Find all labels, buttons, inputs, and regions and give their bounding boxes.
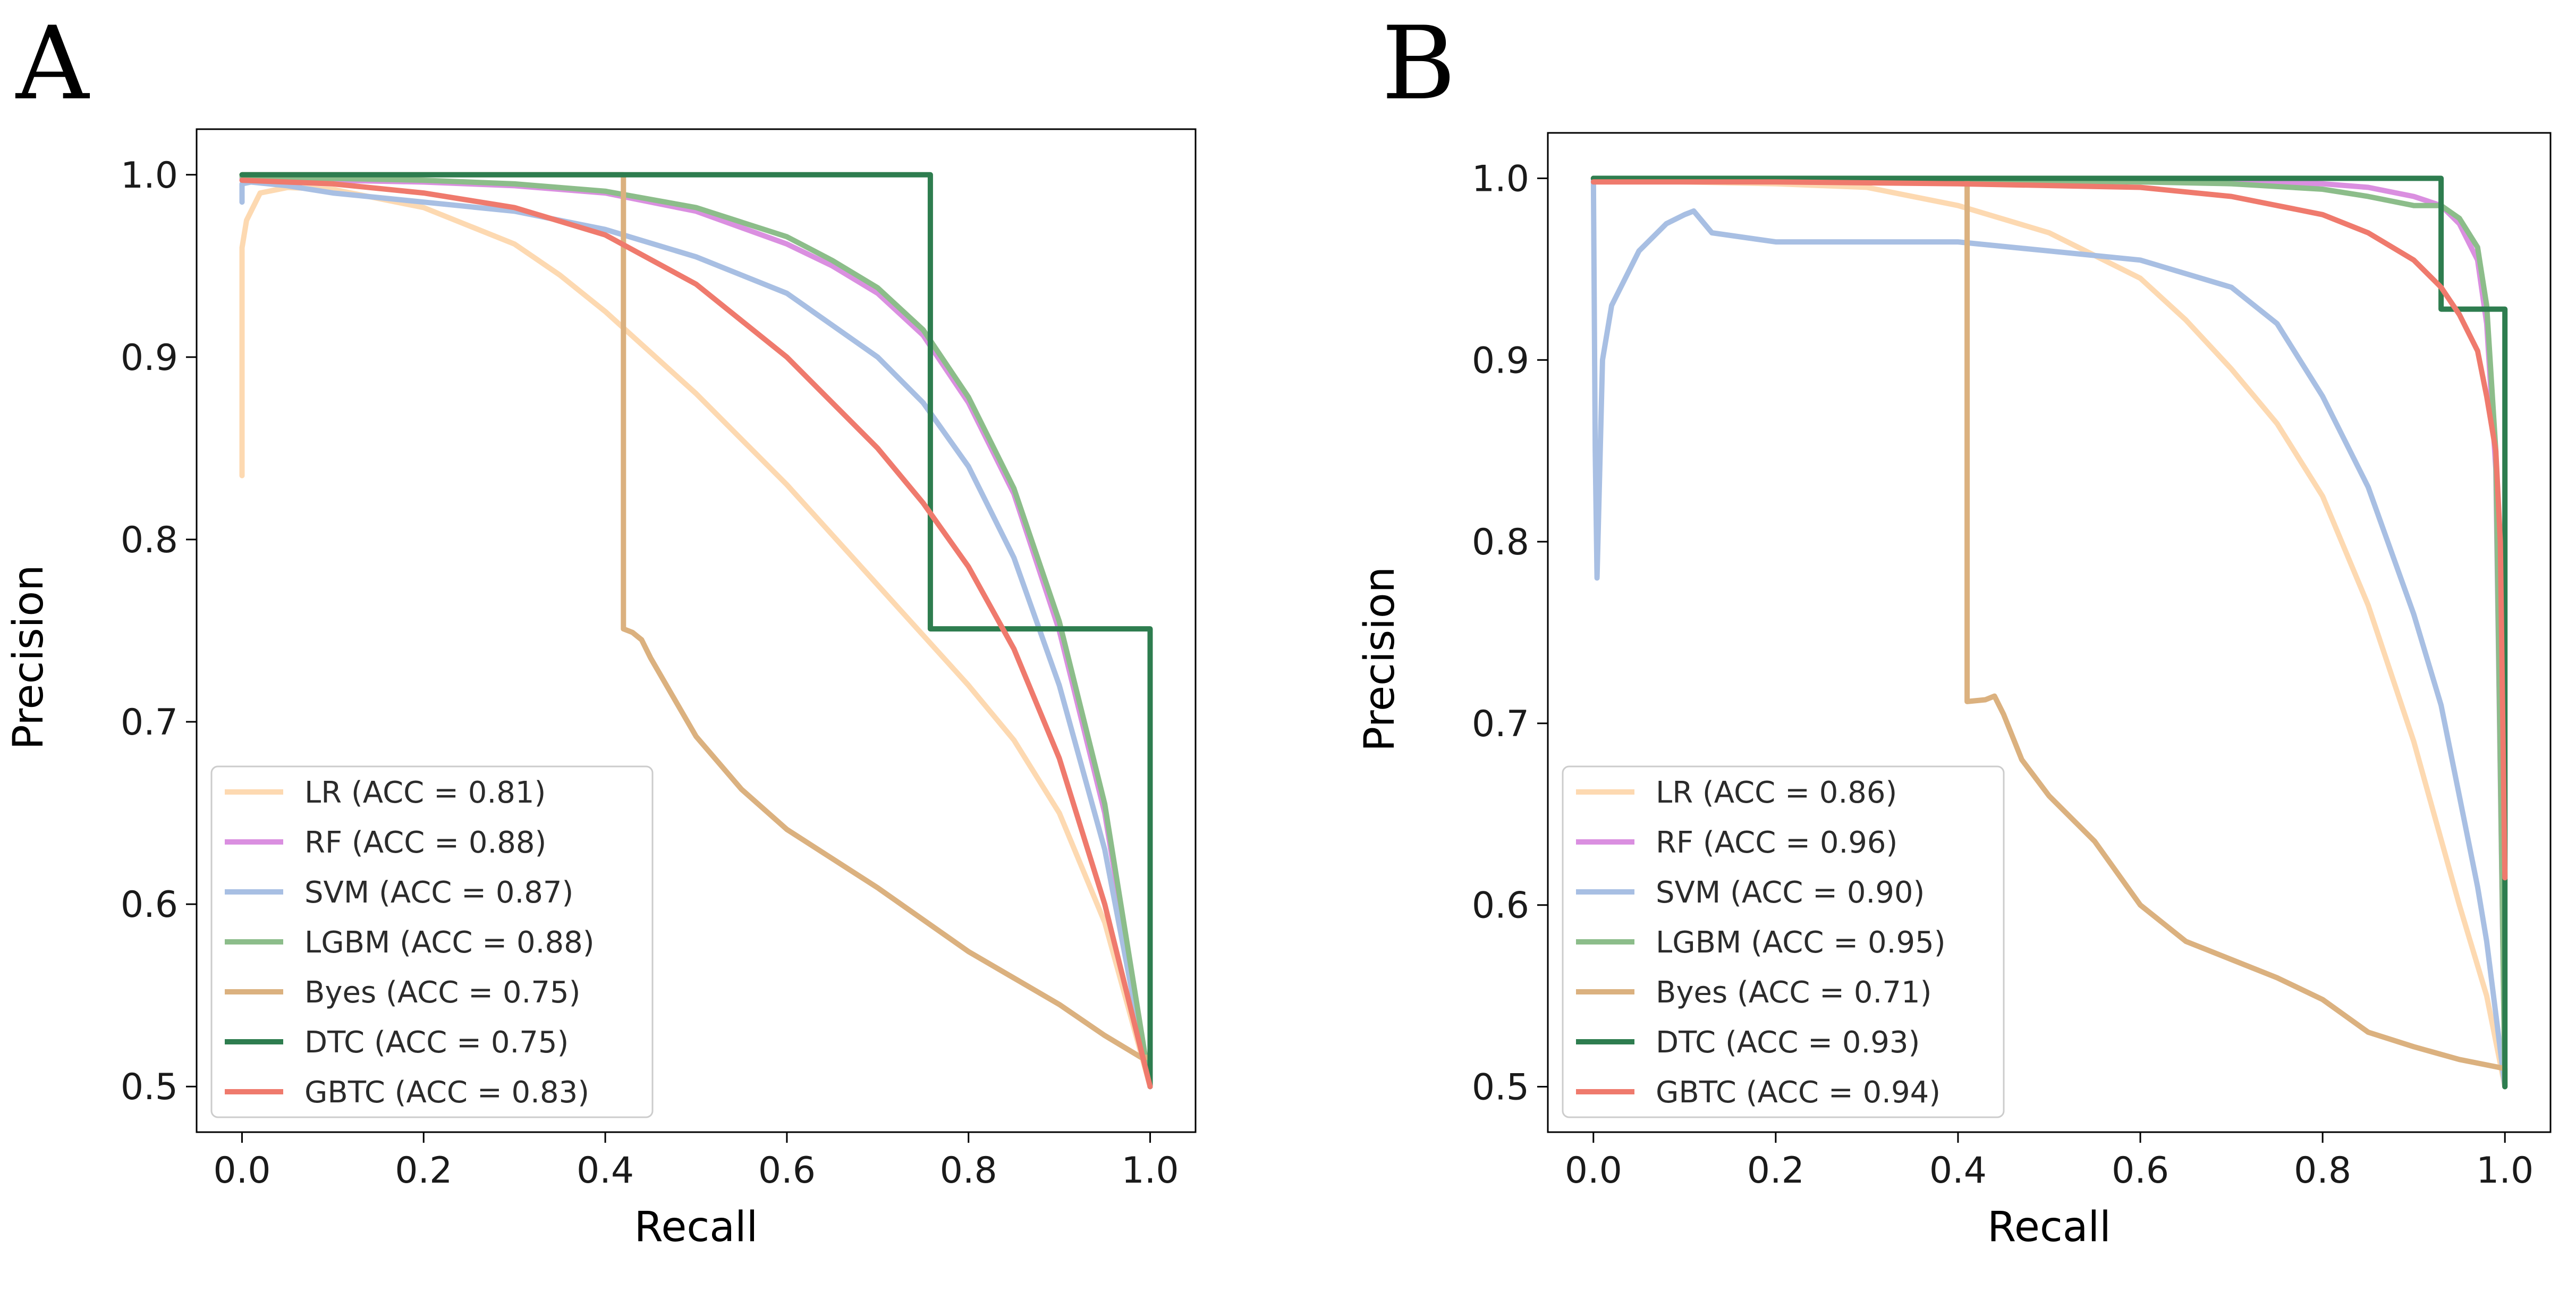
panel-b-x-tick-label: 1.0 — [2476, 1150, 2533, 1192]
panel-a-y-tick-label: 0.5 — [121, 1066, 178, 1108]
panel-b-y-tick-label: 0.8 — [1472, 521, 1529, 563]
panel-b-legend: LR (ACC = 0.86) RF (ACC = 0.96) SVM (ACC =… — [1562, 765, 2005, 1118]
panel-b-y-tick-label: 0.7 — [1472, 703, 1529, 745]
panel-a-y-tick-label: 0.8 — [121, 519, 178, 561]
panel-b-plot-frame — [1547, 132, 2552, 1133]
panel-b-line-byes — [1590, 175, 2508, 1090]
panel-b-chart: B 0.0 0.2 0.4 0.6 0.8 1.0 0.5 0.6 0.7 0.8 0.9 1.0 Rec… — [1356, 5, 2552, 1251]
panel-b-y-tick-label: 0.9 — [1472, 340, 1529, 382]
panel-a-x-axis-label: Recall — [634, 1203, 758, 1251]
panel-b-legend-label-gbtc: GBTC (ACC = 0.94) — [1656, 1075, 1941, 1110]
panel-b-line-dtc — [1590, 175, 2508, 1090]
panel-b-legend-label-lgbm: LGBM (ACC = 0.95) — [1656, 925, 1946, 960]
panel-a-letter: A — [15, 5, 90, 122]
panel-a-x-tick-label: 0.0 — [213, 1150, 270, 1192]
panel-a-x-tick-label: 1.0 — [1121, 1150, 1179, 1192]
panel-b-y-tick-label: 0.5 — [1472, 1067, 1529, 1109]
panel-b-y-tick-label: 0.6 — [1472, 885, 1529, 927]
panel-b-line-gbtc — [1590, 179, 2508, 881]
panel-a-legend-label-lr: LR (ACC = 0.81) — [304, 775, 546, 810]
panel-b-series-lines — [1590, 175, 2508, 1090]
panel-b-y-tick-label: 1.0 — [1472, 158, 1529, 200]
panel-a-line-svm — [239, 179, 1153, 1090]
panel-a-legend-label-svm: SVM (ACC = 0.87) — [304, 875, 573, 910]
panel-a-x-tick-label: 0.6 — [758, 1150, 816, 1192]
panel-a-y-tick-label: 0.7 — [121, 702, 178, 744]
panel-a-y-tick-label: 1.0 — [121, 155, 178, 197]
panel-a-x-tick-label: 0.8 — [940, 1150, 997, 1192]
panel-a-line-dtc — [239, 172, 1153, 1090]
panel-b-legend-label-dtc: DTC (ACC = 0.93) — [1656, 1025, 1920, 1060]
panel-a-legend-label-gbtc: GBTC (ACC = 0.83) — [304, 1075, 589, 1110]
panel-a-legend-label-lgbm: LGBM (ACC = 0.88) — [304, 925, 595, 960]
panel-a-y-axis-label: Precision — [5, 564, 53, 749]
panel-b-legend-label-lr: LR (ACC = 0.86) — [1656, 775, 1897, 810]
panel-a-legend-box — [210, 765, 654, 1118]
panel-a-series-lines — [239, 172, 1153, 1090]
panel-a-x-tick-label: 0.4 — [577, 1150, 634, 1192]
panel-a-legend-label-byes: Byes (ACC = 0.75) — [304, 975, 580, 1010]
panel-b-y-axis-label: Precision — [1356, 567, 1404, 752]
panel-b-letter: B — [1382, 5, 1456, 122]
panel-a-chart: A 0.0 0.2 0.4 0.6 0.8 1.0 0.5 0.6 0.7 0.8 0.9 1.0 Rec… — [5, 5, 1197, 1251]
panel-a-legend: LR (ACC = 0.81) RF (ACC = 0.88) SVM (ACC =… — [210, 765, 654, 1118]
panel-b-x-axis-label: Recall — [1987, 1203, 2111, 1251]
panel-a-line-byes — [239, 172, 1153, 1090]
panel-b-x-tick-label: 0.2 — [1747, 1150, 1804, 1192]
panel-b-x-tick-label: 0.6 — [2112, 1150, 2169, 1192]
panel-b-legend-label-byes: Byes (ACC = 0.71) — [1656, 975, 1931, 1010]
panel-a-legend-label-rf: RF (ACC = 0.88) — [304, 825, 546, 860]
panel-a-y-tick-label: 0.9 — [121, 337, 178, 379]
panel-a-plot-frame — [196, 128, 1197, 1133]
panel-b-legend-box — [1562, 765, 2005, 1118]
panel-b-x-tick-label: 0.4 — [1929, 1150, 1987, 1192]
panel-a-line-lgbm — [239, 174, 1153, 1090]
panel-b-legend-label-svm: SVM (ACC = 0.90) — [1656, 875, 1925, 910]
panel-b-legend-label-rf: RF (ACC = 0.96) — [1656, 825, 1897, 860]
panel-b-line-svm — [1590, 175, 2508, 1090]
panel-b-x-tick-label: 0.8 — [2294, 1150, 2351, 1192]
panel-b-line-lr — [1590, 177, 2508, 1090]
panel-a-line-gbtc — [239, 178, 1153, 1090]
panel-b-x-tick-label: 0.0 — [1565, 1150, 1622, 1192]
panel-a-x-tick-label: 0.2 — [395, 1150, 452, 1192]
panel-a-y-tick-label: 0.6 — [121, 884, 178, 926]
panel-a-legend-label-dtc: DTC (ACC = 0.75) — [304, 1025, 569, 1060]
panel-a-line-lr — [239, 184, 1153, 1090]
